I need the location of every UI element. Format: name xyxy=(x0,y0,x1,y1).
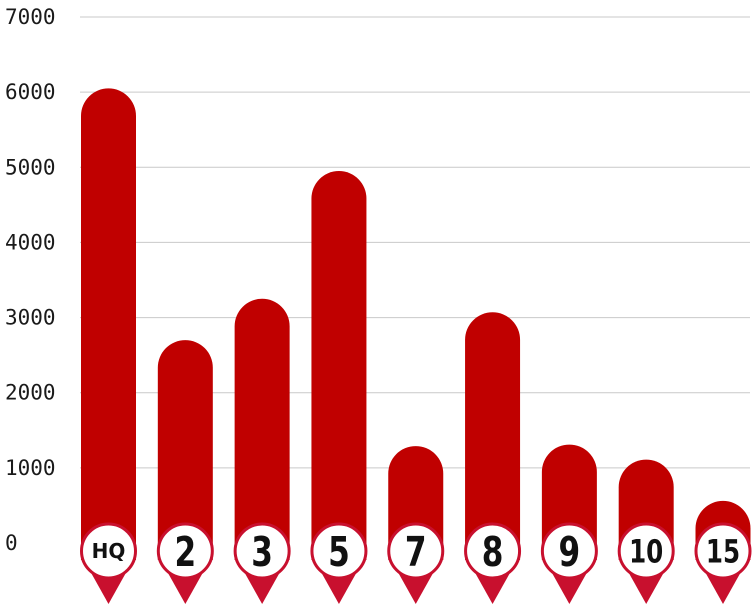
x-tick-label: 5 xyxy=(328,527,350,575)
bar-HQ xyxy=(81,88,136,560)
marker-10: 10 xyxy=(619,524,673,604)
x-tick-label: 7 xyxy=(405,527,427,575)
y-tick-label: 1000 xyxy=(5,456,56,480)
marker-8: 8 xyxy=(466,524,520,604)
bars xyxy=(81,88,751,560)
marker-3: 3 xyxy=(235,524,289,604)
y-tick-label: 2000 xyxy=(5,381,56,405)
x-tick-label: 3 xyxy=(251,527,273,575)
marker-9: 9 xyxy=(542,524,596,604)
marker-5: 5 xyxy=(312,524,366,604)
marker-15: 15 xyxy=(696,524,750,604)
y-tick-label: 7000 xyxy=(5,5,56,29)
y-tick-label: 6000 xyxy=(5,80,56,104)
y-tick-label: 3000 xyxy=(5,306,56,330)
y-axis-ticks: 0 1000 2000 3000 4000 5000 6000 7000 xyxy=(5,5,56,555)
x-tick-label: 2 xyxy=(174,527,196,575)
marker-2: 2 xyxy=(158,524,212,604)
x-tick-label: 10 xyxy=(629,532,663,570)
category-markers: HQ 2 3 5 7 8 9 10 15 xyxy=(82,524,751,604)
x-tick-label: HQ xyxy=(92,539,126,563)
marker-7: 7 xyxy=(389,524,443,604)
y-tick-label: 0 xyxy=(5,531,18,555)
y-tick-label: 5000 xyxy=(5,155,56,179)
x-tick-label: 15 xyxy=(706,532,740,570)
y-tick-label: 4000 xyxy=(5,230,56,254)
marker-HQ: HQ xyxy=(82,524,136,604)
bar-5 xyxy=(311,171,366,560)
bar-3 xyxy=(235,299,290,560)
x-tick-label: 8 xyxy=(482,527,504,575)
x-tick-label: 9 xyxy=(559,527,581,575)
